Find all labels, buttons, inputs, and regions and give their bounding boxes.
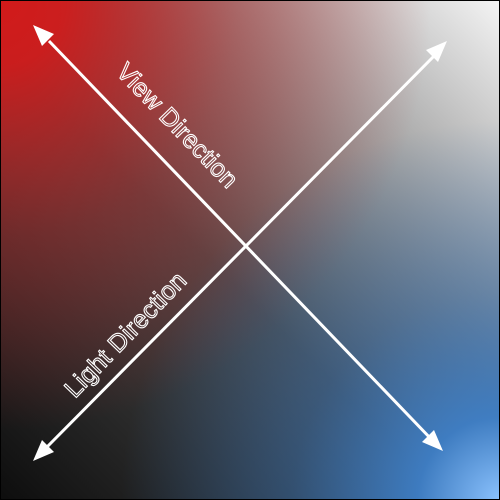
view-arrowhead-start-icon — [33, 25, 54, 46]
view-arrowhead-end-icon — [422, 430, 443, 451]
light-arrowhead-end-icon — [426, 41, 447, 62]
light-direction-arrow — [33, 41, 447, 461]
light-arrowhead-start-icon — [33, 440, 54, 461]
view-direction-arrow — [33, 25, 443, 451]
